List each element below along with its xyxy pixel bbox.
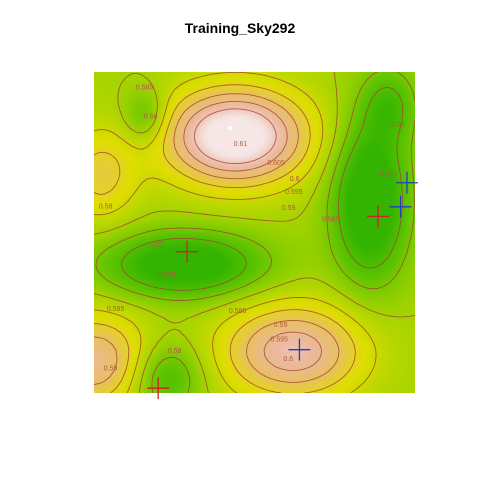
contour-line-6 [183, 100, 323, 372]
contour-line-4 [94, 84, 356, 393]
contour-labels: 0.585 0.58 0.58 0.61 0.605 0.6 0.595 0.59 0.585 0… [99, 85, 405, 373]
cross-marker [147, 377, 170, 400]
cross-marker [389, 195, 412, 218]
contour-line-0 [120, 86, 404, 291]
contour-label: 0.575 [158, 272, 176, 279]
contour-label: 0.58 [99, 203, 113, 210]
contour-line-1 [95, 72, 415, 393]
cross-marker [288, 338, 311, 361]
contour-label: 0.585 [136, 85, 154, 92]
contour-label: 0.585 [107, 306, 125, 313]
contour-label: 0.58 [168, 348, 182, 355]
contour-line-2 [94, 72, 415, 393]
contour-label: 0.585 [322, 216, 340, 223]
contour-line-3 [94, 72, 377, 393]
contour-label: 0.595 [271, 337, 289, 344]
contour-label: 0.59 [282, 205, 296, 212]
contour-lines [94, 72, 415, 393]
contour-label: 0.57 [150, 242, 164, 249]
markers [147, 126, 418, 400]
contour-label: 0.61 [234, 141, 248, 148]
contour-line-7 [193, 108, 277, 165]
chart-title: Training_Sky292 [184, 20, 296, 36]
contour-label: 0.605 [267, 160, 285, 167]
contour-line-5 [94, 93, 340, 385]
contour-label: 0.6 [290, 176, 300, 183]
white-point [228, 126, 233, 131]
contour-label: 0.58 [391, 122, 405, 129]
contour-label: 0.6 [283, 356, 293, 363]
cross-marker [367, 205, 390, 228]
heatmap-field [94, 72, 415, 393]
contour-label: 0.575 [380, 171, 398, 178]
cross-marker [395, 171, 418, 194]
contour-label: 0.59 [104, 366, 118, 373]
cross-marker [176, 240, 199, 263]
contour-label: 0.58 [144, 114, 158, 121]
contour-label: 0.59 [274, 322, 288, 329]
contour-label: 0.585 [229, 308, 247, 315]
contour-label: 0.595 [285, 189, 303, 196]
